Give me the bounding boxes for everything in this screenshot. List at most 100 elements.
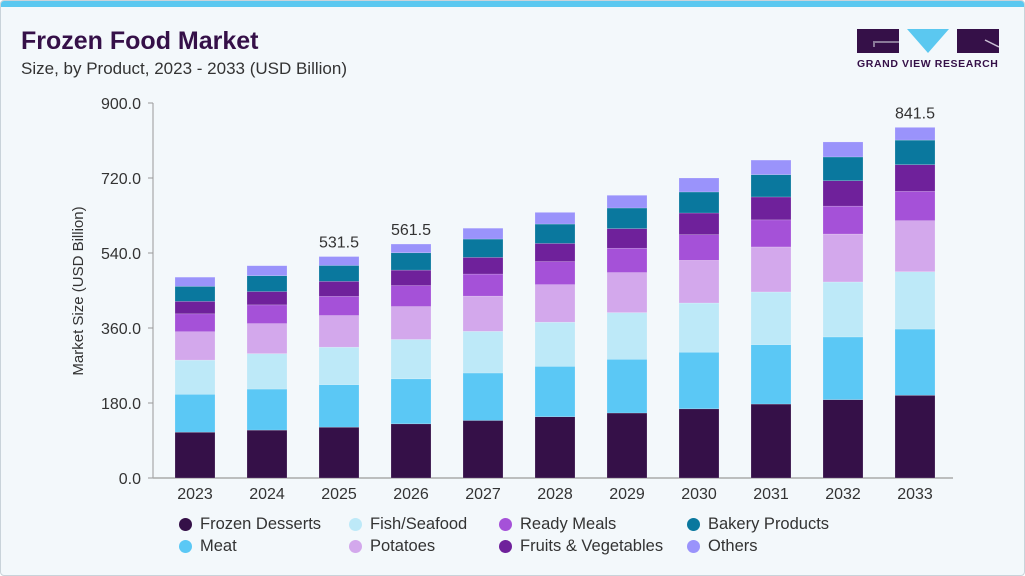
- bar-segment-fish-seafood-2030: [678, 302, 720, 353]
- legend: Frozen Desserts Fish/Seafood Ready Meals Ba…: [179, 515, 857, 555]
- bar-segment-meat-2032: [822, 336, 864, 400]
- legend-label: Meat: [200, 536, 237, 555]
- legend-item: Fish/Seafood: [349, 515, 499, 533]
- bar-segment-potatoes-2026: [390, 306, 432, 340]
- bar-segment-fish-seafood-2032: [822, 281, 864, 338]
- x-tick-label: 2032: [825, 486, 861, 503]
- bar-segment-fruits-vegetables-2031: [750, 196, 792, 221]
- bar-segment-ready-meals-2031: [750, 219, 792, 248]
- bar-segment-fruits-vegetables-2030: [678, 212, 720, 235]
- bar-segment-bakery-products-2028: [534, 223, 576, 244]
- top-accent-bar: [1, 1, 1024, 7]
- legend-item: Meat: [179, 537, 349, 555]
- bar-segment-meat-2029: [606, 359, 648, 414]
- legend-swatch-icon: [179, 539, 192, 553]
- bar-segment-ready-meals-2028: [534, 261, 576, 285]
- legend-swatch-icon: [179, 517, 192, 531]
- bar-segment-bakery-products-2030: [678, 191, 720, 214]
- legend-label: Frozen Desserts: [200, 514, 322, 533]
- bar-segment-frozen-desserts-2027: [462, 420, 504, 479]
- legend-label: Potatoes: [370, 536, 436, 555]
- legend-item: Potatoes: [349, 537, 499, 555]
- x-tick-label: 2025: [321, 486, 357, 503]
- legend-label: Others: [708, 536, 758, 555]
- bar-segment-frozen-desserts-2025: [318, 426, 360, 479]
- bar-segment-meat-2031: [750, 344, 792, 405]
- bar-segment-others-2028: [534, 212, 576, 225]
- bar-segment-others-2027: [462, 227, 504, 240]
- bar-segment-potatoes-2030: [678, 260, 720, 304]
- bar-segment-meat-2026: [390, 378, 432, 425]
- bar-segment-fruits-vegetables-2032: [822, 180, 864, 207]
- chart-title: Frozen Food Market: [21, 27, 259, 55]
- bar-segment-bakery-products-2031: [750, 174, 792, 198]
- bar-segment-fish-seafood-2029: [606, 312, 648, 360]
- x-tick-label: 2028: [537, 486, 573, 503]
- x-tick-label: 2029: [609, 486, 645, 503]
- bar-segment-frozen-desserts-2031: [750, 403, 792, 479]
- bar-segment-others-2025: [318, 256, 360, 266]
- bar-segment-potatoes-2023: [174, 331, 216, 361]
- chart-subtitle: Size, by Product, 2023 - 2033 (USD Billi…: [21, 59, 347, 78]
- bar-segment-fish-seafood-2031: [750, 291, 792, 345]
- y-tick-label: 0.0: [119, 471, 141, 488]
- legend-swatch-icon: [687, 517, 700, 531]
- bar-segment-fruits-vegetables-2026: [390, 269, 432, 286]
- bar-segment-frozen-desserts-2024: [246, 429, 288, 479]
- bar-segment-fish-seafood-2025: [318, 346, 360, 385]
- bar-segment-ready-meals-2029: [606, 247, 648, 273]
- legend-swatch-icon: [349, 517, 362, 531]
- bar-segment-others-2031: [750, 159, 792, 175]
- legend-item: Fruits & Vegetables: [499, 537, 687, 555]
- bar-segment-fish-seafood-2033: [894, 271, 936, 330]
- bar-segment-meat-2028: [534, 366, 576, 418]
- total-label: 531.5: [319, 235, 359, 252]
- y-tick-label: 180.0: [101, 396, 141, 413]
- bar-segment-bakery-products-2033: [894, 139, 936, 165]
- bar-segment-meat-2027: [462, 372, 504, 421]
- legend-label: Ready Meals: [520, 514, 617, 533]
- legend-item: Bakery Products: [687, 515, 857, 533]
- y-tick-label: 540.0: [101, 246, 141, 263]
- legend-item: Ready Meals: [499, 515, 687, 533]
- bar-segment-fruits-vegetables-2027: [462, 257, 504, 275]
- bar-segment-bakery-products-2025: [318, 265, 360, 282]
- bar-segment-others-2026: [390, 243, 432, 254]
- bar-segment-meat-2023: [174, 394, 216, 433]
- legend-label: Bakery Products: [708, 514, 830, 533]
- x-tick-label: 2026: [393, 486, 429, 503]
- bar-segment-fish-seafood-2028: [534, 321, 576, 367]
- bar-segment-bakery-products-2024: [246, 275, 288, 292]
- bar-segment-ready-meals-2025: [318, 296, 360, 316]
- bar-segment-ready-meals-2024: [246, 304, 288, 324]
- bar-segment-fish-seafood-2026: [390, 339, 432, 380]
- x-tick-label: 2031: [753, 486, 789, 503]
- bar-segment-ready-meals-2023: [174, 313, 216, 333]
- bar-segment-frozen-desserts-2033: [894, 395, 936, 479]
- bar-segment-potatoes-2028: [534, 284, 576, 323]
- bar-segment-potatoes-2024: [246, 323, 288, 354]
- bar-segment-potatoes-2031: [750, 246, 792, 293]
- legend-item: Frozen Desserts: [179, 515, 349, 533]
- bar-segment-meat-2030: [678, 351, 720, 410]
- bar-segment-potatoes-2033: [894, 220, 936, 272]
- legend-item: Others: [687, 537, 857, 555]
- legend-swatch-icon: [499, 517, 512, 531]
- legend-swatch-icon: [349, 539, 362, 553]
- logo-text: GRAND VIEW RESEARCH: [857, 58, 999, 70]
- bar-segment-ready-meals-2027: [462, 273, 504, 297]
- bar-segment-meat-2024: [246, 388, 288, 431]
- y-tick-label: 720.0: [101, 171, 141, 188]
- y-tick-label: 360.0: [101, 321, 141, 338]
- legend-label: Fish/Seafood: [370, 514, 468, 533]
- bar-segment-potatoes-2029: [606, 272, 648, 313]
- bar-segment-frozen-desserts-2023: [174, 431, 216, 479]
- bar-segment-others-2032: [822, 141, 864, 158]
- x-tick-label: 2027: [465, 486, 501, 503]
- bar-segment-bakery-products-2029: [606, 207, 648, 229]
- bar-segment-potatoes-2027: [462, 295, 504, 332]
- bar-segment-fruits-vegetables-2025: [318, 281, 360, 297]
- bar-segment-frozen-desserts-2028: [534, 416, 576, 479]
